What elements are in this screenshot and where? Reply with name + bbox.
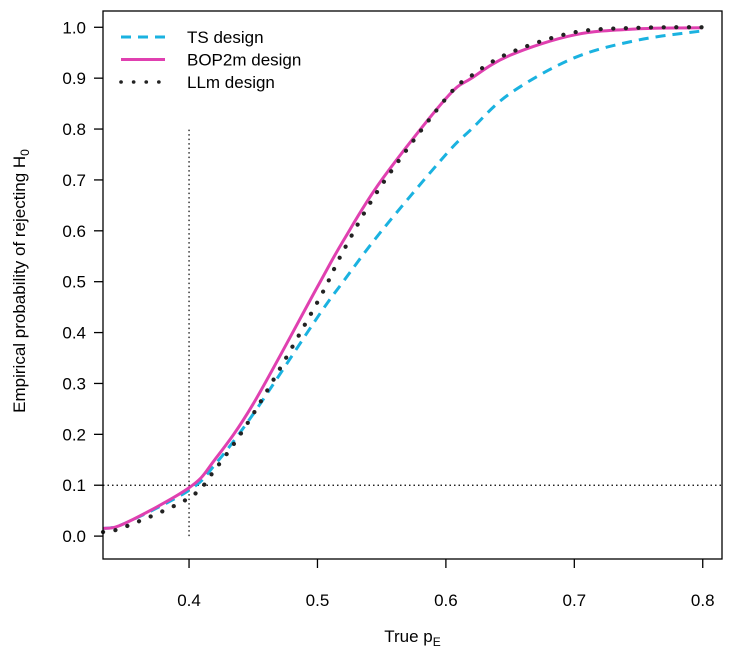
legend-label: LLm design [187,73,275,92]
plot-frame [102,10,723,560]
y-axis-title-main: Empirical probability of rejecting H [10,156,29,413]
y-tick-label: 0.7 [62,171,86,190]
y-tick-label: 0.9 [62,69,86,88]
x-axis: 0.4 0.5 0.6 0.7 0.8 [177,559,715,610]
series-line-bop2m-design [102,26,703,530]
y-axis-title-subscript: 0 [18,149,32,156]
x-tick-label: 0.5 [306,591,330,610]
y-tick-label: 0.2 [62,425,86,444]
reference-lines [103,129,722,537]
legend-label: BOP2m design [187,51,301,70]
x-axis-title: True pE [384,627,441,649]
y-tick-label: 0.4 [62,324,86,343]
x-tick-label: 0.7 [562,591,586,610]
y-tick-label: 0.3 [62,374,86,393]
y-tick-label: 0.8 [62,120,86,139]
x-axis-title-subscript: E [433,635,441,649]
series-layer [100,25,705,535]
x-tick-label: 0.4 [177,591,201,610]
legend-label: TS design [187,28,264,47]
legend: TS design BOP2m design LLm design [119,28,301,92]
x-axis-title-main: True p [384,627,433,646]
y-tick-label: 0.0 [62,527,86,546]
y-tick-label: 0.1 [62,476,86,495]
x-tick-label: 0.6 [434,591,458,610]
y-tick-label: 1.0 [62,18,86,37]
y-axis-title: Empirical probability of rejecting H0 [10,149,32,413]
y-tick-label: 0.6 [62,222,86,241]
y-tick-label: 0.5 [62,273,86,292]
x-tick-label: 0.8 [691,591,715,610]
y-axis: 0.0 0.1 0.2 0.3 0.4 0.5 0.6 0.7 0.8 0.9 1.0 [62,18,103,546]
